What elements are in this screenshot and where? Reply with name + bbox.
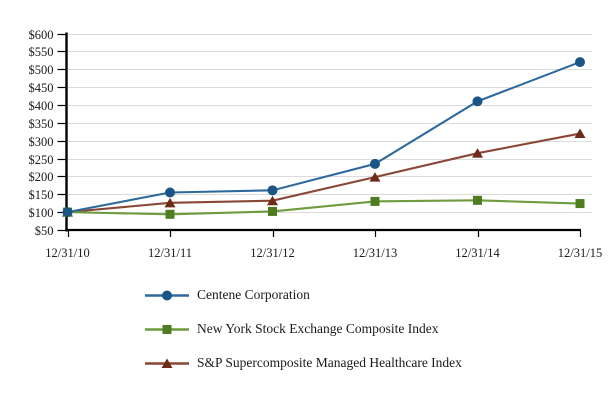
legend-label-sp-healthcare: S&P Supercomposite Managed Healthcare In… xyxy=(197,355,462,370)
series-line-triangle xyxy=(67,132,581,214)
y-tick-label: $550 xyxy=(29,45,54,59)
data-marker-circle-3 xyxy=(370,158,380,169)
data-marker-square-5 xyxy=(575,199,585,209)
data-marker-triangle-5 xyxy=(574,128,586,139)
legend-label-nyse: New York Stock Exchange Composite Index xyxy=(197,321,439,336)
data-marker-triangle-4 xyxy=(472,148,483,158)
data-marker-square-2 xyxy=(268,206,277,216)
y-tick-label: $100 xyxy=(29,206,54,220)
y-tick-label: $600 xyxy=(29,28,54,42)
data-marker-triangle-2 xyxy=(267,195,278,206)
data-marker-circle-1 xyxy=(165,187,175,198)
y-tick-label: $200 xyxy=(29,170,54,184)
x-tick-label: 12/31/10 xyxy=(45,246,89,260)
legend-item-centene: Centene Corporation xyxy=(145,287,462,303)
chart-plot-area: $50 $100 $150 $200 $250 $300 $350 $400 $450 $500 $… xyxy=(29,28,603,260)
y-tick-label: $350 xyxy=(29,117,54,131)
data-marker-square-3 xyxy=(370,196,380,206)
x-tick-label: 12/31/12 xyxy=(250,246,294,260)
y-tick-label: $300 xyxy=(29,135,54,149)
y-tick-label: $400 xyxy=(29,99,54,113)
legend-label-centene: Centene Corporation xyxy=(197,287,310,302)
chart-legend: Centene Corporation New York Stock Excha… xyxy=(145,287,462,389)
data-marker-triangle-3 xyxy=(369,172,381,182)
data-marker-circle-4 xyxy=(472,96,483,107)
legend-item-nyse: New York Stock Exchange Composite Index xyxy=(145,321,462,337)
series-line-circle xyxy=(67,61,581,214)
legend-marker-shape xyxy=(162,324,172,334)
x-tick-label: 12/31/13 xyxy=(353,246,397,260)
data-marker-square-1 xyxy=(165,209,175,219)
legend-marker-nyse-square xyxy=(145,324,189,334)
y-tick-label: $450 xyxy=(29,81,54,95)
legend-marker-shape xyxy=(162,290,172,300)
y-tick-label: $250 xyxy=(29,153,54,167)
x-tick-label: 12/31/11 xyxy=(148,246,192,260)
y-tick-label: $500 xyxy=(29,63,54,77)
legend-marker-centene-circle xyxy=(145,290,189,300)
x-tick-label: 12/31/15 xyxy=(558,246,602,260)
data-marker-triangle-1 xyxy=(164,197,176,208)
legend-marker-sp-triangle xyxy=(145,358,189,368)
legend-marker-shape xyxy=(161,358,173,368)
data-marker-circle-2 xyxy=(267,185,278,196)
data-marker-circle-0 xyxy=(62,207,73,218)
y-tick-label: $50 xyxy=(35,224,54,238)
x-tick-label: 12/31/14 xyxy=(455,246,500,260)
series-line-square xyxy=(67,199,581,216)
legend-item-sp-healthcare: S&P Supercomposite Managed Healthcare In… xyxy=(145,355,462,371)
y-tick-label: $150 xyxy=(29,188,54,202)
data-marker-circle-5 xyxy=(575,57,585,68)
data-marker-square-4 xyxy=(473,195,482,205)
